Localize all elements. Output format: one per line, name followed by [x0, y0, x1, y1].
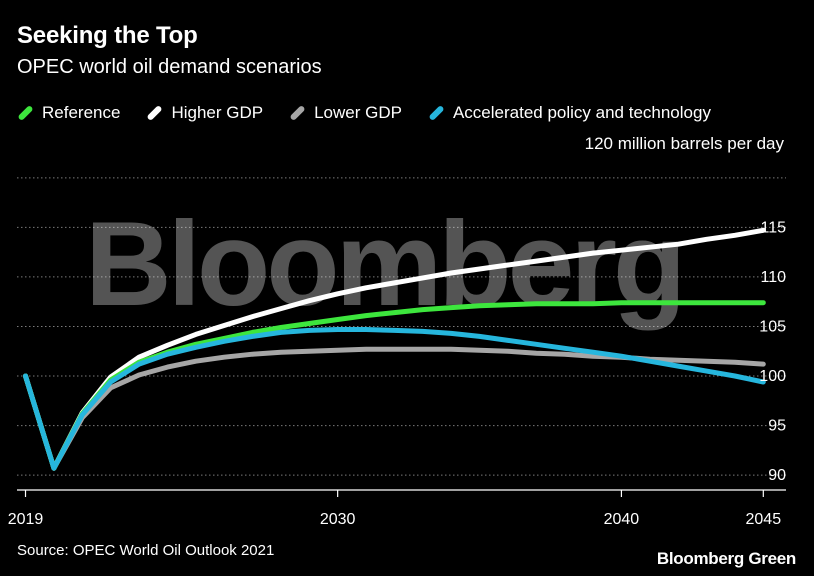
grid: [17, 177, 786, 491]
y-tick-label: 110: [760, 269, 786, 286]
y-tick-label: 100: [759, 368, 786, 385]
source-note: Source: OPEC World Oil Outlook 2021: [17, 542, 275, 559]
chart-title: Seeking the Top: [17, 22, 198, 49]
x-tick-label: 2030: [320, 511, 356, 528]
x-axis: 2019 2030 2040 2045: [8, 490, 781, 528]
x-tick-label: 2045: [746, 511, 782, 528]
y-tick-label: 105: [759, 318, 786, 335]
legend-label-higher-gdp: Higher GDP: [171, 103, 264, 122]
legend-item-accelerated: Accelerated policy and technology: [428, 103, 711, 123]
y-axis: 90 95 100 105 110 115: [759, 219, 786, 484]
y-axis-unit-label: 120 million barrels per day: [584, 134, 784, 153]
y-tick-label: 115: [760, 219, 786, 236]
legend-item-reference: Reference: [17, 103, 120, 123]
y-tick-label: 95: [768, 418, 786, 435]
legend-item-higher-gdp: Higher GDP: [146, 103, 263, 123]
x-tick-label: 2019: [8, 511, 44, 528]
chart-subtitle: OPEC world oil demand scenarios: [17, 56, 322, 78]
y-tick-label: 90: [768, 467, 786, 484]
series-lines: [23, 227, 766, 471]
brand-logo: Bloomberg Green: [656, 549, 796, 568]
series-line-higher-gdp: [23, 227, 766, 471]
legend-item-lower-gdp: Lower GDP: [289, 103, 402, 123]
legend-label-accelerated: Accelerated policy and technology: [452, 103, 711, 122]
legend: Reference Higher GDP Lower GDP Accelerat…: [17, 103, 737, 123]
bloomberg-watermark: Bloomberg: [85, 197, 682, 331]
x-tick-label: 2040: [604, 511, 640, 528]
legend-label-reference: Reference: [42, 103, 121, 122]
legend-label-lower-gdp: Lower GDP: [314, 103, 402, 122]
series-line-accelerated: [23, 327, 766, 471]
